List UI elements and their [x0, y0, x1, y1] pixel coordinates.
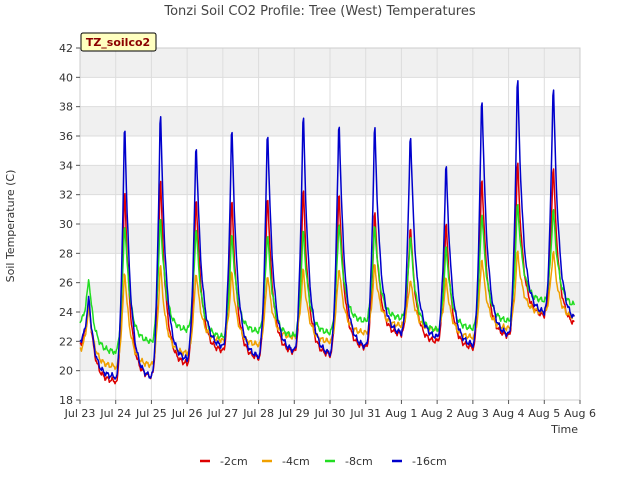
legend-label: -16cm: [412, 455, 447, 468]
x-tick-label: Jul 24: [99, 407, 131, 420]
legend-label: -4cm: [282, 455, 310, 468]
y-tick-label: 18: [59, 394, 73, 407]
y-tick-label: 34: [59, 159, 73, 172]
legend-label: -2cm: [220, 455, 248, 468]
series-line-minus-4cm: [79, 250, 575, 370]
y-tick-label: 42: [59, 42, 73, 55]
y-tick-label: 28: [59, 247, 73, 260]
series-line-minus-2cm: [79, 162, 575, 385]
x-tick-label: Jul 23: [64, 407, 96, 420]
x-tick-label: Aug 1: [385, 407, 417, 420]
y-tick-label: 20: [59, 365, 73, 378]
x-tick-label: Jul 27: [206, 407, 238, 420]
x-tick-label: Jul 25: [135, 407, 167, 420]
x-tick-label: Jul 28: [242, 407, 274, 420]
x-tick-label: Aug 2: [421, 407, 453, 420]
tag-badge: TZ_soilco2: [80, 32, 157, 52]
x-tick-label: Jul 31: [349, 407, 381, 420]
x-tick-label: Aug 6: [564, 407, 596, 420]
y-axis-ticks: 18 20 22 24 26 28 30 32 34 36 38 40 42: [59, 42, 80, 407]
series-line-minus-8cm: [79, 203, 576, 355]
y-tick-label: 30: [59, 218, 73, 231]
y-tick-label: 36: [59, 130, 73, 143]
x-tick-label: Aug 5: [528, 407, 560, 420]
y-tick-label: 26: [59, 277, 73, 290]
x-tick-label: Jul 26: [171, 407, 203, 420]
x-tick-label: Jul 30: [314, 407, 346, 420]
series-lines: [79, 80, 576, 385]
tag-badge-label: TZ_soilco2: [86, 36, 150, 49]
y-tick-label: 40: [59, 71, 73, 84]
x-axis-label: Time: [550, 423, 578, 436]
legend-label: -8cm: [345, 455, 373, 468]
y-tick-label: 38: [59, 101, 73, 114]
chart-title: Tonzi Soil CO2 Profile: Tree (West) Temp…: [163, 4, 476, 19]
x-tick-label: Aug 3: [457, 407, 489, 420]
x-axis-ticks: Jul 23 Jul 24 Jul 25 Jul 26 Jul 27 Jul 28 Jul …: [64, 400, 596, 420]
legend: -2cm -4cm -8cm -16cm: [200, 455, 447, 468]
x-tick-label: Jul 29: [278, 407, 310, 420]
y-tick-label: 22: [59, 335, 73, 348]
y-tick-label: 24: [59, 306, 73, 319]
x-tick-label: Aug 4: [493, 407, 525, 420]
series-line-minus-16cm: [79, 80, 575, 380]
y-tick-label: 32: [59, 189, 73, 202]
y-axis-label: Soil Temperature (C): [4, 170, 17, 283]
